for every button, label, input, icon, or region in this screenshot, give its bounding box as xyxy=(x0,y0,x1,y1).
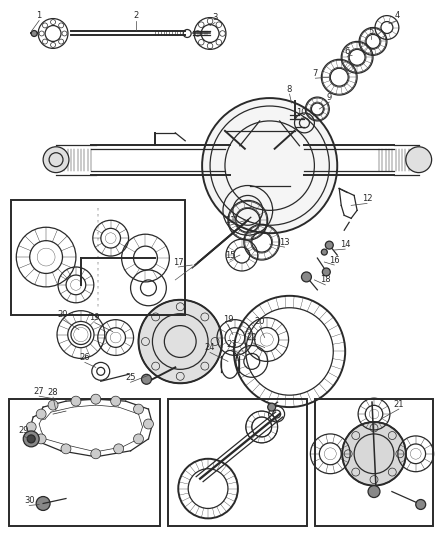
Text: 7: 7 xyxy=(313,69,318,78)
Circle shape xyxy=(91,449,101,459)
Circle shape xyxy=(301,272,311,282)
Text: 30: 30 xyxy=(24,496,35,505)
Text: 24: 24 xyxy=(205,343,215,352)
Text: 25: 25 xyxy=(125,373,136,382)
Text: 12: 12 xyxy=(362,194,372,203)
Text: 17: 17 xyxy=(173,257,184,266)
Text: 28: 28 xyxy=(48,387,58,397)
Circle shape xyxy=(342,422,406,486)
Text: 14: 14 xyxy=(340,240,350,248)
Circle shape xyxy=(134,434,144,444)
Text: 13: 13 xyxy=(279,238,290,247)
Circle shape xyxy=(31,30,37,36)
Circle shape xyxy=(43,147,69,173)
Text: 1: 1 xyxy=(36,11,42,20)
Circle shape xyxy=(71,396,81,406)
Circle shape xyxy=(202,98,337,233)
Circle shape xyxy=(26,422,36,432)
Text: 19: 19 xyxy=(223,315,233,324)
Text: 23: 23 xyxy=(226,340,237,349)
Circle shape xyxy=(144,419,153,429)
Text: 2: 2 xyxy=(133,11,138,20)
Bar xyxy=(315,399,433,527)
Circle shape xyxy=(138,300,222,383)
Circle shape xyxy=(368,486,380,497)
Text: 27: 27 xyxy=(34,387,45,395)
Circle shape xyxy=(36,497,50,511)
Text: 3: 3 xyxy=(212,13,218,22)
Text: 10: 10 xyxy=(296,109,307,117)
Text: 4: 4 xyxy=(394,11,399,20)
Circle shape xyxy=(322,268,330,276)
Circle shape xyxy=(36,434,46,444)
Circle shape xyxy=(268,403,276,411)
Circle shape xyxy=(36,409,46,419)
Text: 16: 16 xyxy=(329,255,339,264)
Circle shape xyxy=(406,147,431,173)
Circle shape xyxy=(325,241,333,249)
Text: 15: 15 xyxy=(225,251,235,260)
Circle shape xyxy=(27,435,35,443)
Text: 11: 11 xyxy=(225,216,235,225)
Circle shape xyxy=(134,404,144,414)
Text: 22: 22 xyxy=(247,333,257,342)
Text: 20: 20 xyxy=(58,310,68,319)
Text: 5: 5 xyxy=(368,27,374,36)
Text: 6: 6 xyxy=(345,47,350,56)
Text: 26: 26 xyxy=(80,353,90,362)
Circle shape xyxy=(114,444,124,454)
Text: 8: 8 xyxy=(287,85,292,94)
Circle shape xyxy=(61,444,71,454)
Text: 19: 19 xyxy=(89,313,100,322)
Circle shape xyxy=(416,499,426,510)
Text: 20: 20 xyxy=(254,317,265,326)
Circle shape xyxy=(111,396,120,406)
Bar xyxy=(11,200,185,314)
Text: 18: 18 xyxy=(320,276,331,285)
Circle shape xyxy=(321,249,327,255)
Bar xyxy=(168,399,307,527)
Circle shape xyxy=(91,394,101,404)
Text: 21: 21 xyxy=(394,400,404,409)
Circle shape xyxy=(23,431,39,447)
Circle shape xyxy=(48,400,58,410)
Text: 9: 9 xyxy=(327,93,332,102)
Circle shape xyxy=(141,374,152,384)
Text: 29: 29 xyxy=(18,426,28,435)
Bar xyxy=(9,399,160,527)
